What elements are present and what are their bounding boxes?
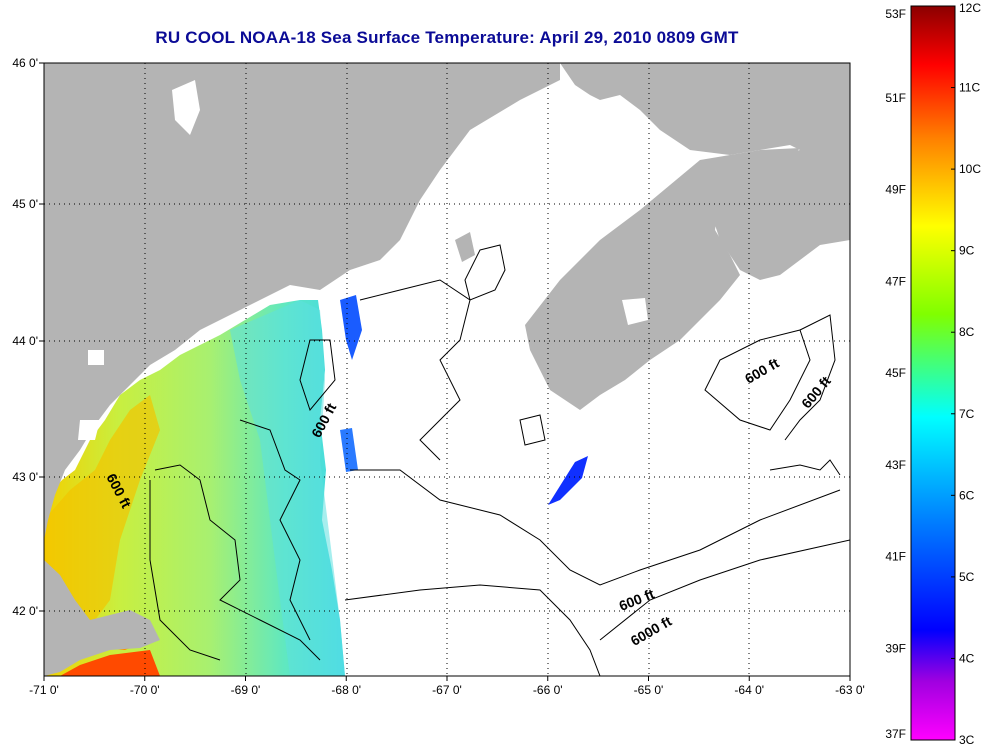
colorbar-c-label: 3C [959,733,975,747]
lon-tick-label: -70 0' [130,683,160,697]
longitude-ticks: -71 0' -70 0' -69 0' -68 0' -67 0' -66 0' -65 … [29,676,865,697]
cloud-mask-maine [88,350,104,365]
colorbar-c-label: 10C [959,162,981,176]
colorbar-f-label: 53F [885,7,906,21]
lat-tick-label: 44 0' [12,334,38,348]
isobath-600-gulf-west [154,464,321,661]
lat-tick-label: 43 0' [12,470,38,484]
colorbar-c-label: 5C [959,570,975,584]
sst-warm-coastal [44,395,160,650]
lon-tick-label: -71 0' [29,683,59,697]
sst-cold-patch-blue [548,456,588,505]
isobath-600-georges [350,469,841,586]
isobath-600-gulf-inner [149,480,221,661]
isobath-600-southeast [769,459,841,476]
isobath-6000 [344,584,601,676]
isobath-contours [149,244,850,676]
colorbar-c-label: 11C [959,81,980,95]
isobath-600-scotian [359,279,471,461]
colorbar-f-label: 45F [885,366,906,380]
lon-tick-label: -69 0' [231,683,261,697]
chart-title: RU COOL NOAA-18 Sea Surface Temperature:… [155,28,739,47]
colorbar-fahrenheit-labels: 53F 51F 49F 47F 45F 43F 41F 39F 37F [885,7,906,741]
colorbar-celsius-labels: 12C 11C 10C 9C 8C 7C 6C 5C 4C 3C [951,1,981,747]
colorbar-c-label: 6C [959,488,975,502]
colorbar-f-label: 41F [885,550,906,564]
colorbar-f-label: 43F [885,458,906,472]
colorbar-f-label: 37F [885,727,906,741]
colorbar-c-label: 8C [959,325,975,339]
graticule [44,63,850,676]
lon-tick-label: -68 0' [331,683,361,697]
isobath-600-gulf-center [239,419,311,641]
latitude-ticks: 46 0' 45 0' 44 0' 43 0' 42 0' [12,56,44,618]
colorbar-f-label: 51F [885,91,906,105]
isobath-600-east-2 [784,314,836,441]
isobath-600-east-1 [704,329,811,431]
cloud-mask-north [172,80,200,135]
lat-tick-label: 42 0' [12,604,38,618]
sst-cool-band [230,300,345,676]
isobath-600-center-small [519,414,546,446]
lat-tick-label: 45 0' [12,197,38,211]
lon-tick-label: -66 0' [533,683,563,697]
land-cape-cod [44,560,160,676]
lon-tick-label: -64 0' [734,683,764,697]
lon-tick-label: -65 0' [634,683,664,697]
lon-tick-label: -67 0' [432,683,462,697]
sst-hot-spot [60,650,160,676]
land-new-england [44,63,560,540]
colorbar-c-label: 9C [959,244,975,258]
lon-tick-label: -63 0' [835,683,865,697]
colorbar-f-label: 39F [885,641,906,655]
colorbar-c-label: 7C [959,407,975,421]
colorbar-c-label: 4C [959,651,975,665]
cloud-mask-ns [622,298,648,325]
lat-tick-label: 46 0' [12,56,38,70]
isobath-600-bay [464,244,506,301]
colorbar-ramp [911,6,955,740]
land-nova-scotia [525,148,800,410]
sst-cold-edge-blue [340,295,362,360]
colorbar-frame [910,5,956,741]
land-grand-manan [455,232,475,262]
colorbar-c-label: 12C [959,1,981,15]
cloud-mask-coast [78,420,100,440]
isobath-6000-b [599,539,850,641]
colorbar: 53F 51F 49F 47F 45F 43F 41F 39F 37F 12C 11C 10C 9C 8… [885,1,981,747]
colorbar-f-label: 47F [885,274,906,288]
sst-cold-edge-blue-2 [340,428,358,472]
colorbar-f-label: 49F [885,183,906,197]
isobath-600-gulf-north [299,339,336,412]
land-canada-north [560,63,850,280]
